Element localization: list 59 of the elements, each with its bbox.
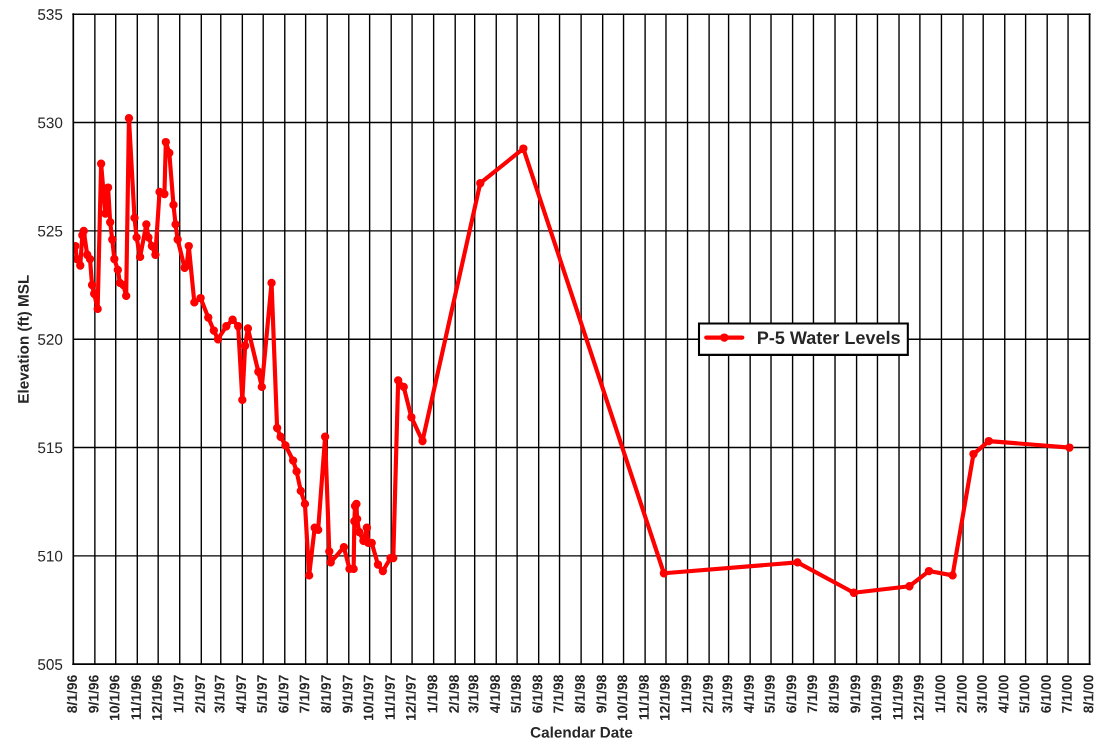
x-tick-label: 7/1/99 xyxy=(806,675,818,713)
x-tick-label: 8/1/99 xyxy=(828,675,839,713)
x-tick-label: 10/1/98 xyxy=(617,675,628,721)
x-tick-label: 5/1/97 xyxy=(256,675,268,713)
x-tick-label: 11/1/99 xyxy=(892,675,903,720)
x-tick-label: 2/1/99 xyxy=(702,675,713,713)
x-tick-label: 6/1/00 xyxy=(1040,675,1052,713)
x-tick-label: 2/1/97 xyxy=(194,675,206,713)
x-tick-label: 1/1/98 xyxy=(427,675,438,713)
x-tick-label: 2/1/98 xyxy=(448,675,460,713)
x-tick-label: 8/1/00 xyxy=(1083,675,1094,713)
x-tick-label: 8/1/98 xyxy=(574,675,585,713)
x-tick-label: 10/1/99 xyxy=(870,675,882,721)
x-tick-label: 4/1/00 xyxy=(998,675,1009,714)
x-tick-label: 9/1/97 xyxy=(342,675,353,713)
x-tick-label: 1/1/99 xyxy=(681,675,692,713)
x-tick-label: 11/1/98 xyxy=(638,675,649,720)
y-tick-label: 510 xyxy=(38,550,63,562)
x-tick-label: 4/1/97 xyxy=(235,675,247,714)
x-tick-label: 2/1/00 xyxy=(956,675,967,713)
x-tick-label: 11/1/96 xyxy=(130,675,142,720)
x-tick-label: 3/1/99 xyxy=(722,675,733,713)
x-tick-label: 3/1/97 xyxy=(214,675,225,713)
x-axis-title: Calendar Date xyxy=(530,726,633,738)
x-tick-label: 12/1/96 xyxy=(151,675,163,721)
y-axis-title: Elevation (ft) MSL xyxy=(17,275,32,403)
x-tick-label: 9/1/98 xyxy=(596,675,607,713)
y-tick-label: 535 xyxy=(38,9,63,20)
x-tick-label: 7/1/98 xyxy=(553,675,564,713)
x-tick-label: 11/1/97 xyxy=(384,675,396,720)
x-tick-label: 6/1/98 xyxy=(532,675,543,713)
y-tick-label: 505 xyxy=(38,659,63,670)
x-tick-label: 10/1/96 xyxy=(109,675,120,721)
x-tick-label: 1/1/00 xyxy=(934,675,946,713)
y-tick-label: 515 xyxy=(38,442,63,454)
x-tick-label: 12/1/99 xyxy=(913,675,924,721)
x-tick-label: 7/1/00 xyxy=(1061,675,1072,713)
x-tick-label: 7/1/97 xyxy=(299,675,310,713)
x-tick-label: 1/1/97 xyxy=(173,675,184,713)
x-tick-label: 4/1/98 xyxy=(489,675,501,714)
y-tick-label: 520 xyxy=(38,334,63,345)
x-tick-label: 6/1/97 xyxy=(278,675,289,713)
x-tick-label: 5/1/99 xyxy=(764,675,775,713)
x-tick-label: 9/1/99 xyxy=(850,675,861,713)
x-tick-label: 3/1/00 xyxy=(976,675,988,713)
x-tick-label: 12/1/98 xyxy=(659,675,670,721)
x-tick-label: 5/1/98 xyxy=(510,675,521,713)
y-tick-label: 525 xyxy=(38,225,63,237)
x-tick-label: 9/1/96 xyxy=(88,675,99,713)
x-tick-label: 4/1/99 xyxy=(743,675,755,714)
x-tick-label: 12/1/97 xyxy=(405,675,416,721)
x-tick-label: 8/1/96 xyxy=(66,675,78,713)
y-tick-label: 530 xyxy=(38,117,63,129)
legend-label: P-5 Water Levels xyxy=(757,330,900,345)
x-tick-label: 8/1/97 xyxy=(320,675,332,713)
x-tick-label: 5/1/00 xyxy=(1019,675,1030,713)
x-tick-label: 10/1/97 xyxy=(363,675,374,721)
x-tick-label: 3/1/98 xyxy=(468,675,479,713)
x-tick-label: 6/1/99 xyxy=(786,675,797,713)
